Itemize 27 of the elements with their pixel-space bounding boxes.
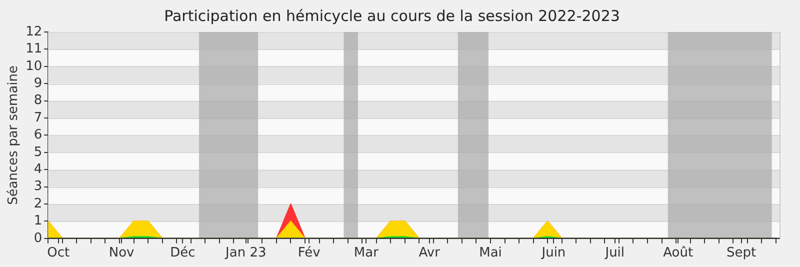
x-tick-label: Juin: [540, 246, 566, 261]
x-tick-label: Fév: [298, 246, 321, 261]
y-tick-label: 12: [26, 24, 42, 40]
x-tick-label: Mar: [354, 246, 380, 261]
y-axis-title: Séances par semaine: [6, 65, 22, 205]
y-tick-label: 4: [34, 162, 42, 177]
chart-title: Participation en hémicycle au cours de la session 2022-2023: [164, 6, 620, 25]
x-tick-label: Nov: [108, 246, 135, 261]
y-tick-label: 8: [34, 93, 42, 108]
y-tick-label: 9: [34, 76, 42, 91]
y-tick-label: 0: [34, 230, 42, 246]
x-tick-label: Août: [663, 246, 694, 261]
y-tick-label: 2: [34, 196, 42, 212]
y-tick-label: 7: [34, 110, 42, 126]
y-tick-label: 11: [26, 42, 42, 57]
y-tick-label: 6: [34, 128, 42, 143]
x-tick-label: Jan 23: [224, 246, 266, 261]
x-tick-label: Mai: [479, 246, 502, 261]
y-tick-label: 10: [26, 58, 42, 74]
y-tick-label: 5: [34, 144, 42, 160]
y-tick-label: 3: [34, 179, 42, 194]
x-tick-label: Sept: [726, 246, 756, 261]
x-tick-label: Avr: [418, 246, 441, 261]
x-tick-label: Oct: [47, 246, 70, 261]
x-tick-label: Juil: [604, 246, 625, 261]
x-tick-label: Déc: [170, 246, 196, 261]
y-tick-label: 1: [34, 214, 42, 229]
